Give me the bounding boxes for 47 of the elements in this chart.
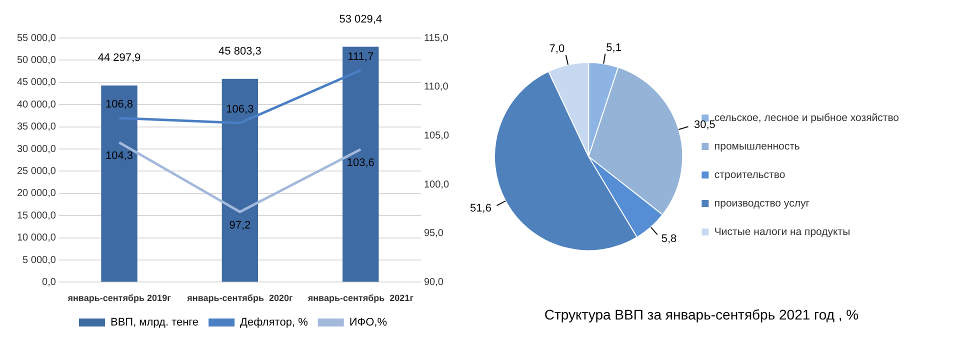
- y-tick-label: 45 000,0: [16, 77, 56, 88]
- y-tick-label: 35 000,0: [16, 122, 56, 133]
- y2-tick-label: 105,0: [424, 130, 450, 142]
- legend-label: Чистые налоги на продукты: [714, 226, 850, 238]
- y-tick-label: 5 000,0: [22, 254, 56, 266]
- data-label: 53 029,4: [339, 13, 382, 26]
- bar: [342, 46, 379, 282]
- legend-label: Дефлятор, %: [240, 316, 308, 329]
- y-tick-label: 25 000,0: [16, 166, 56, 177]
- data-label: 7,0: [549, 43, 565, 56]
- data-label: 97,2: [229, 219, 251, 232]
- data-label: 44 297,9: [98, 52, 141, 64]
- y-tick-label: 10 000,0: [16, 232, 56, 244]
- legend-label: ВВП, млрд. тенге: [110, 316, 199, 329]
- y-tick-label: 50 000,0: [16, 54, 56, 66]
- data-label: 5,8: [661, 233, 677, 246]
- data-label: 51,6: [470, 202, 492, 214]
- y-tick-label: 0,0: [42, 276, 56, 288]
- data-label: 5,1: [606, 42, 622, 54]
- x-tick-label: январь-сентябрь 2020г: [187, 293, 293, 304]
- y2-tick-label: 100,0: [424, 179, 450, 190]
- y2-tick-label: 95,0: [424, 228, 444, 240]
- x-tick-label: январь-сентябрь 2021г: [308, 293, 414, 304]
- data-label: 104,3: [106, 150, 134, 162]
- legend-label: производство услуг: [714, 197, 810, 210]
- data-label: 106,3: [226, 104, 254, 116]
- y-tick-label: 30 000,0: [16, 144, 56, 155]
- bar: [222, 78, 258, 282]
- y-tick-label: 15 000,0: [16, 210, 56, 222]
- y-tick-label: 20 000,0: [16, 188, 56, 200]
- y-tick-label: 55 000,0: [16, 32, 56, 44]
- legend-label: промышленность: [714, 140, 800, 152]
- legend-label: строительство: [714, 168, 786, 181]
- data-label: 106,8: [106, 98, 134, 111]
- x-tick-label: январь-сентябрь 2019г: [68, 293, 172, 304]
- y2-tick-label: 90,0: [424, 276, 444, 288]
- data-label: 30,5: [694, 118, 716, 131]
- data-label: 103,6: [346, 156, 374, 169]
- legend-label: сельское, лесное и рыбное хозяйство: [714, 112, 900, 124]
- text: Структура ВВП за январь-сентябрь 2021 год , %: [544, 306, 859, 322]
- y-tick-label: 40 000,0: [16, 99, 56, 110]
- legend-label: ИФО,%: [349, 316, 388, 329]
- data-label: 111,7: [348, 50, 374, 63]
- y2-tick-label: 115,0: [424, 32, 449, 44]
- y2-tick-label: 110,0: [424, 82, 449, 93]
- bar: [101, 86, 138, 282]
- data-label: 45 803,3: [218, 45, 262, 58]
